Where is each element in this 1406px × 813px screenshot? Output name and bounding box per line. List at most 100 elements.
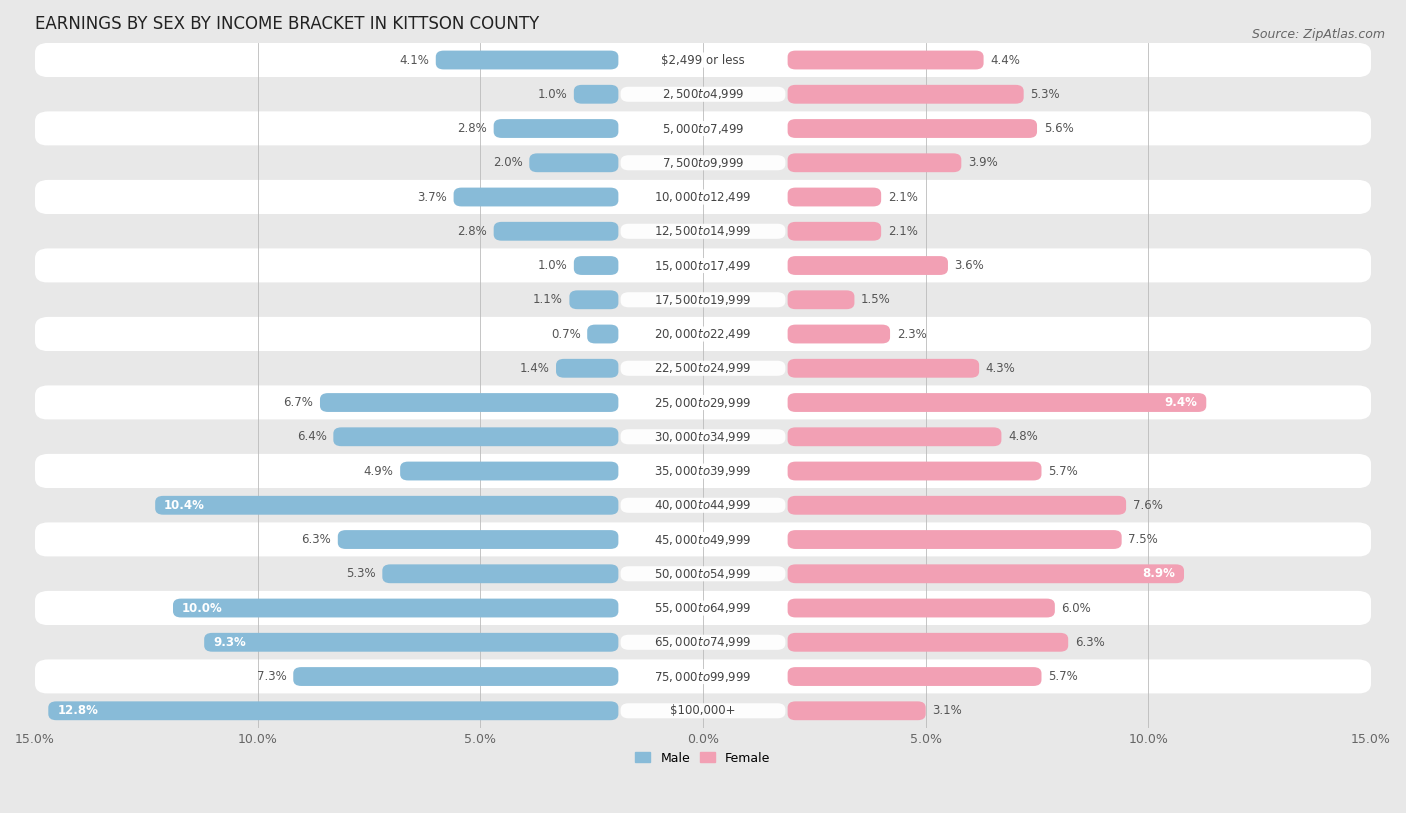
FancyBboxPatch shape (35, 420, 1371, 454)
FancyBboxPatch shape (382, 564, 619, 583)
FancyBboxPatch shape (620, 703, 786, 719)
Text: 7.5%: 7.5% (1129, 533, 1159, 546)
FancyBboxPatch shape (35, 283, 1371, 317)
Text: 7.3%: 7.3% (257, 670, 287, 683)
Text: 2.8%: 2.8% (457, 122, 486, 135)
FancyBboxPatch shape (35, 591, 1371, 625)
Text: 6.3%: 6.3% (1076, 636, 1105, 649)
Text: Source: ZipAtlas.com: Source: ZipAtlas.com (1251, 28, 1385, 41)
FancyBboxPatch shape (787, 633, 1069, 652)
FancyBboxPatch shape (620, 429, 786, 445)
FancyBboxPatch shape (620, 463, 786, 479)
FancyBboxPatch shape (35, 43, 1371, 77)
Text: $25,000 to $29,999: $25,000 to $29,999 (654, 396, 752, 410)
Text: 10.0%: 10.0% (181, 602, 222, 615)
Text: 9.4%: 9.4% (1164, 396, 1198, 409)
FancyBboxPatch shape (787, 222, 882, 241)
FancyBboxPatch shape (620, 224, 786, 239)
Text: 10.4%: 10.4% (165, 499, 205, 511)
FancyBboxPatch shape (436, 50, 619, 69)
Text: $20,000 to $22,499: $20,000 to $22,499 (654, 327, 752, 341)
Text: $10,000 to $12,499: $10,000 to $12,499 (654, 190, 752, 204)
Text: 4.1%: 4.1% (399, 54, 429, 67)
Text: EARNINGS BY SEX BY INCOME BRACKET IN KITTSON COUNTY: EARNINGS BY SEX BY INCOME BRACKET IN KIT… (35, 15, 538, 33)
FancyBboxPatch shape (620, 292, 786, 307)
Text: 6.0%: 6.0% (1062, 602, 1091, 615)
Text: 7.6%: 7.6% (1133, 499, 1163, 511)
FancyBboxPatch shape (787, 393, 1206, 412)
Text: $2,500 to $4,999: $2,500 to $4,999 (662, 87, 744, 102)
FancyBboxPatch shape (787, 564, 1184, 583)
FancyBboxPatch shape (35, 77, 1371, 111)
Text: $15,000 to $17,499: $15,000 to $17,499 (654, 259, 752, 272)
Text: 6.3%: 6.3% (301, 533, 330, 546)
Text: 2.0%: 2.0% (494, 156, 523, 169)
Text: 4.8%: 4.8% (1008, 430, 1038, 443)
Text: 6.4%: 6.4% (297, 430, 326, 443)
FancyBboxPatch shape (787, 154, 962, 172)
Text: 2.1%: 2.1% (887, 224, 918, 237)
Text: 3.6%: 3.6% (955, 259, 984, 272)
Text: 1.0%: 1.0% (537, 259, 567, 272)
Text: $7,500 to $9,999: $7,500 to $9,999 (662, 156, 744, 170)
FancyBboxPatch shape (620, 532, 786, 547)
Text: $65,000 to $74,999: $65,000 to $74,999 (654, 635, 752, 650)
FancyBboxPatch shape (620, 566, 786, 581)
FancyBboxPatch shape (35, 351, 1371, 385)
Text: 2.3%: 2.3% (897, 328, 927, 341)
Text: 2.1%: 2.1% (887, 190, 918, 203)
FancyBboxPatch shape (35, 249, 1371, 283)
Text: $2,499 or less: $2,499 or less (661, 54, 745, 67)
FancyBboxPatch shape (333, 428, 619, 446)
FancyBboxPatch shape (787, 256, 948, 275)
Text: 2.8%: 2.8% (457, 224, 486, 237)
FancyBboxPatch shape (620, 189, 786, 205)
FancyBboxPatch shape (787, 598, 1054, 617)
FancyBboxPatch shape (787, 428, 1001, 446)
Text: 1.4%: 1.4% (519, 362, 550, 375)
FancyBboxPatch shape (620, 155, 786, 170)
Text: $50,000 to $54,999: $50,000 to $54,999 (654, 567, 752, 580)
FancyBboxPatch shape (35, 488, 1371, 523)
FancyBboxPatch shape (620, 121, 786, 136)
Text: 5.7%: 5.7% (1047, 464, 1078, 477)
FancyBboxPatch shape (48, 702, 619, 720)
FancyBboxPatch shape (620, 635, 786, 650)
FancyBboxPatch shape (787, 530, 1122, 549)
FancyBboxPatch shape (35, 385, 1371, 420)
FancyBboxPatch shape (155, 496, 619, 515)
Text: 8.9%: 8.9% (1142, 567, 1175, 580)
FancyBboxPatch shape (35, 214, 1371, 249)
FancyBboxPatch shape (35, 454, 1371, 488)
Text: 5.6%: 5.6% (1043, 122, 1073, 135)
FancyBboxPatch shape (574, 256, 619, 275)
Text: $12,500 to $14,999: $12,500 to $14,999 (654, 224, 752, 238)
FancyBboxPatch shape (787, 290, 855, 309)
FancyBboxPatch shape (620, 258, 786, 273)
FancyBboxPatch shape (620, 395, 786, 410)
FancyBboxPatch shape (321, 393, 619, 412)
FancyBboxPatch shape (620, 601, 786, 615)
FancyBboxPatch shape (787, 50, 984, 69)
FancyBboxPatch shape (494, 119, 619, 138)
Text: 3.9%: 3.9% (967, 156, 998, 169)
FancyBboxPatch shape (569, 290, 619, 309)
FancyBboxPatch shape (35, 659, 1371, 693)
FancyBboxPatch shape (787, 85, 1024, 104)
FancyBboxPatch shape (454, 188, 619, 207)
FancyBboxPatch shape (337, 530, 619, 549)
FancyBboxPatch shape (620, 669, 786, 684)
FancyBboxPatch shape (620, 361, 786, 376)
Text: 5.3%: 5.3% (1031, 88, 1060, 101)
FancyBboxPatch shape (787, 188, 882, 207)
FancyBboxPatch shape (529, 154, 619, 172)
Text: 3.7%: 3.7% (418, 190, 447, 203)
FancyBboxPatch shape (787, 462, 1042, 480)
Text: 0.7%: 0.7% (551, 328, 581, 341)
Text: $40,000 to $44,999: $40,000 to $44,999 (654, 498, 752, 512)
FancyBboxPatch shape (787, 119, 1038, 138)
FancyBboxPatch shape (787, 359, 979, 378)
Text: $75,000 to $99,999: $75,000 to $99,999 (654, 670, 752, 684)
FancyBboxPatch shape (35, 523, 1371, 557)
Text: $35,000 to $39,999: $35,000 to $39,999 (654, 464, 752, 478)
